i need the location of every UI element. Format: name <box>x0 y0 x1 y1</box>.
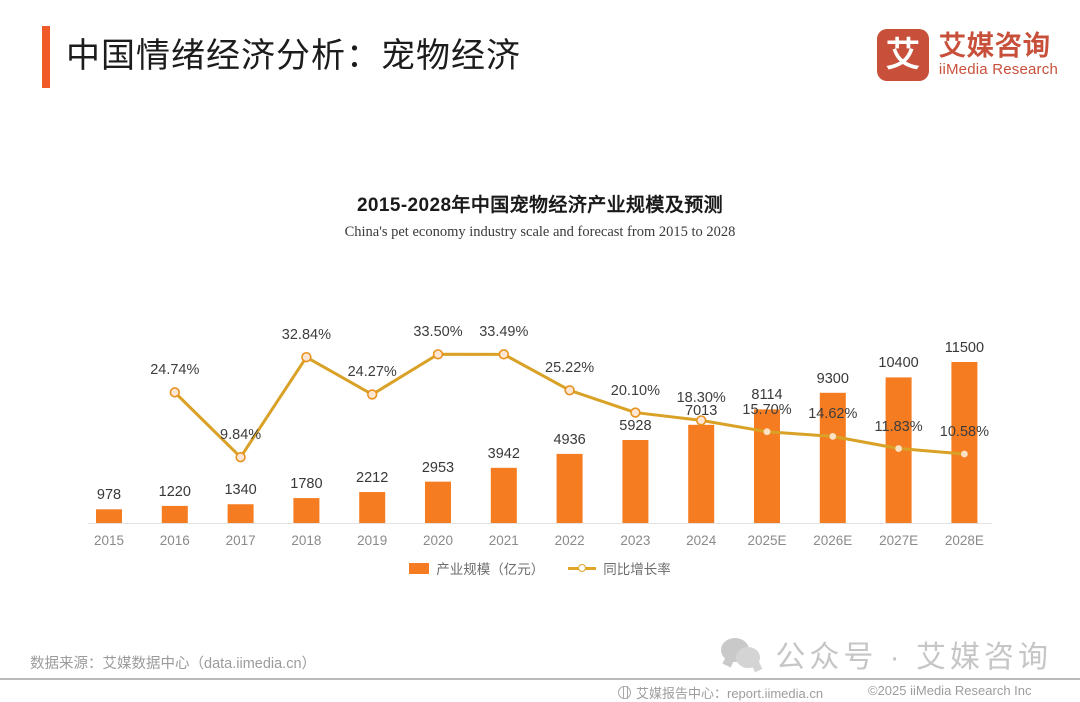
growth-rate-label-2018: 32.84% <box>281 327 331 344</box>
bar-value-label-2026E: 9300 <box>816 370 849 387</box>
bar-2015[interactable] <box>96 509 122 523</box>
growth-rate-label-2027E: 11.83% <box>874 418 923 435</box>
x-axis-label-2022: 2022 <box>554 533 585 548</box>
x-axis-label-2027E: 2027E <box>879 533 919 548</box>
wechat-brand-label: 公众号 · 艾媒咨询 <box>775 641 1052 674</box>
growth-rate-label-2019: 24.27% <box>347 364 397 381</box>
bar-value-label-2024: 7013 <box>685 402 718 419</box>
legend-line-swatch-icon <box>568 563 597 574</box>
bar-value-label-2016: 1220 <box>158 483 191 500</box>
footer-divider <box>0 678 1080 680</box>
x-axis-label-2016: 2016 <box>159 533 190 548</box>
bar-value-label-2021: 3942 <box>487 445 520 462</box>
line-point-2021[interactable] <box>498 349 509 360</box>
growth-rate-label-2020: 33.50% <box>413 324 463 341</box>
x-axis-label-2024: 2024 <box>686 533 717 548</box>
legend-item-bar-label: 产业规模（亿元） <box>436 562 545 577</box>
brand-logo: 艾 艾媒咨询 iiMedia Research <box>876 24 1058 86</box>
logo-mark-icon: 艾 <box>876 29 929 81</box>
x-axis-label-2028E: 2028E <box>944 533 984 548</box>
line-point-2025E[interactable] <box>763 428 771 436</box>
bar-2028E[interactable] <box>951 362 978 523</box>
growth-rate-label-2026E: 14.62% <box>808 406 858 423</box>
bar-2021[interactable] <box>490 467 517 523</box>
x-axis-label-2021: 2021 <box>488 533 519 548</box>
bar-2023[interactable] <box>622 440 649 523</box>
logo-name-en: iiMedia Research <box>938 61 1058 78</box>
line-point-2026E[interactable] <box>829 433 837 440</box>
legend-item-line-label: 同比增长率 <box>603 562 671 577</box>
bar-2024[interactable] <box>688 424 715 523</box>
growth-rate-label-2028E: 10.58% <box>939 423 989 440</box>
bar-value-label-2025E: 8114 <box>751 387 783 404</box>
line-point-2027E[interactable] <box>895 445 902 452</box>
line-point-2018[interactable] <box>301 351 312 363</box>
bar-2016[interactable] <box>161 505 188 523</box>
legend-bar-swatch-icon <box>409 562 430 574</box>
copyright-text: ©2025 iiMedia Research Inc <box>868 683 1032 698</box>
wechat-icon <box>721 638 763 673</box>
bar-value-label-2020: 2953 <box>421 459 455 476</box>
line-point-2019[interactable] <box>367 389 378 400</box>
bar-2017[interactable] <box>227 504 254 523</box>
chart-subtitle: China's pet economy industry scale and f… <box>344 224 736 240</box>
bar-value-label-2015: 978 <box>96 487 122 504</box>
line-point-2020[interactable] <box>432 349 444 360</box>
chart-legend: 产业规模（亿元） 同比增长率 <box>0 558 1080 578</box>
logo-name-cn: 艾媒咨询 <box>938 31 1051 61</box>
x-axis-label-2023: 2023 <box>620 533 651 548</box>
x-axis-label-2020: 2020 <box>422 533 454 548</box>
x-axis-label-2015: 2015 <box>93 533 125 548</box>
growth-rate-label-2023: 20.10% <box>610 382 660 399</box>
bar-2026E[interactable] <box>819 392 846 523</box>
header-accent-bar <box>42 26 50 88</box>
bar-2018[interactable] <box>293 498 320 523</box>
data-source-text: 数据来源：艾媒数据中心（data.iimedia.cn） <box>30 656 317 672</box>
line-point-2023[interactable] <box>630 407 641 418</box>
growth-rate-label-2016: 24.74% <box>150 362 200 379</box>
line-point-2024[interactable] <box>695 415 707 426</box>
bar-2020[interactable] <box>425 481 451 523</box>
page-title: 中国情绪经济分析：宠物经济 <box>66 37 521 75</box>
growth-rate-label-2021: 33.49% <box>479 324 529 341</box>
x-axis-label-2025E: 2025E <box>747 533 787 548</box>
bar-2019[interactable] <box>359 492 386 523</box>
report-center-link[interactable]: 艾媒报告中心：report.iimedia.cn <box>618 683 823 702</box>
x-axis-label-2026E: 2026E <box>813 533 853 548</box>
bar-value-label-2019: 2212 <box>356 470 389 487</box>
wechat-brand: 公众号 · 艾媒咨询 <box>721 632 1052 676</box>
bar-value-label-2027E: 10400 <box>878 355 919 372</box>
page-header: 中国情绪经济分析：宠物经济 艾 艾媒咨询 iiMedia Research <box>0 0 1080 112</box>
report-center-label: 艾媒报告中心：report.iimedia.cn <box>636 686 824 701</box>
bar-value-label-2022: 4936 <box>553 431 586 448</box>
line-point-2022[interactable] <box>564 385 575 396</box>
bar-2025E[interactable] <box>754 409 780 523</box>
bar-value-label-2028E: 11500 <box>944 340 985 356</box>
x-axis-label-2017: 2017 <box>225 533 256 548</box>
legend-item-line[interactable]: 同比增长率 <box>568 558 671 578</box>
line-point-2028E[interactable] <box>961 450 968 458</box>
x-axis-label-2018: 2018 <box>291 533 322 548</box>
x-axis-label-2019: 2019 <box>357 533 388 548</box>
growth-rate-label-2025E: 15.70% <box>742 401 792 418</box>
chart-title: 2015-2028年中国宠物经济产业规模及预测 <box>356 195 724 216</box>
line-point-2016[interactable] <box>169 387 181 398</box>
bar-value-label-2018: 1780 <box>290 476 323 493</box>
growth-rate-label-2017: 9.84% <box>220 427 262 444</box>
growth-rate-label-2022: 25.22% <box>545 360 595 377</box>
bar-value-label-2023: 5928 <box>619 418 652 434</box>
legend-item-bar[interactable]: 产业规模（亿元） <box>409 558 544 578</box>
logo-text: 艾媒咨询 iiMedia Research <box>939 31 1058 79</box>
globe-icon <box>618 685 631 699</box>
bar-value-label-2017: 1340 <box>224 482 257 499</box>
bar-2022[interactable] <box>556 453 583 523</box>
growth-rate-label-2024: 18.30% <box>676 390 726 407</box>
line-point-2017[interactable] <box>235 451 246 463</box>
